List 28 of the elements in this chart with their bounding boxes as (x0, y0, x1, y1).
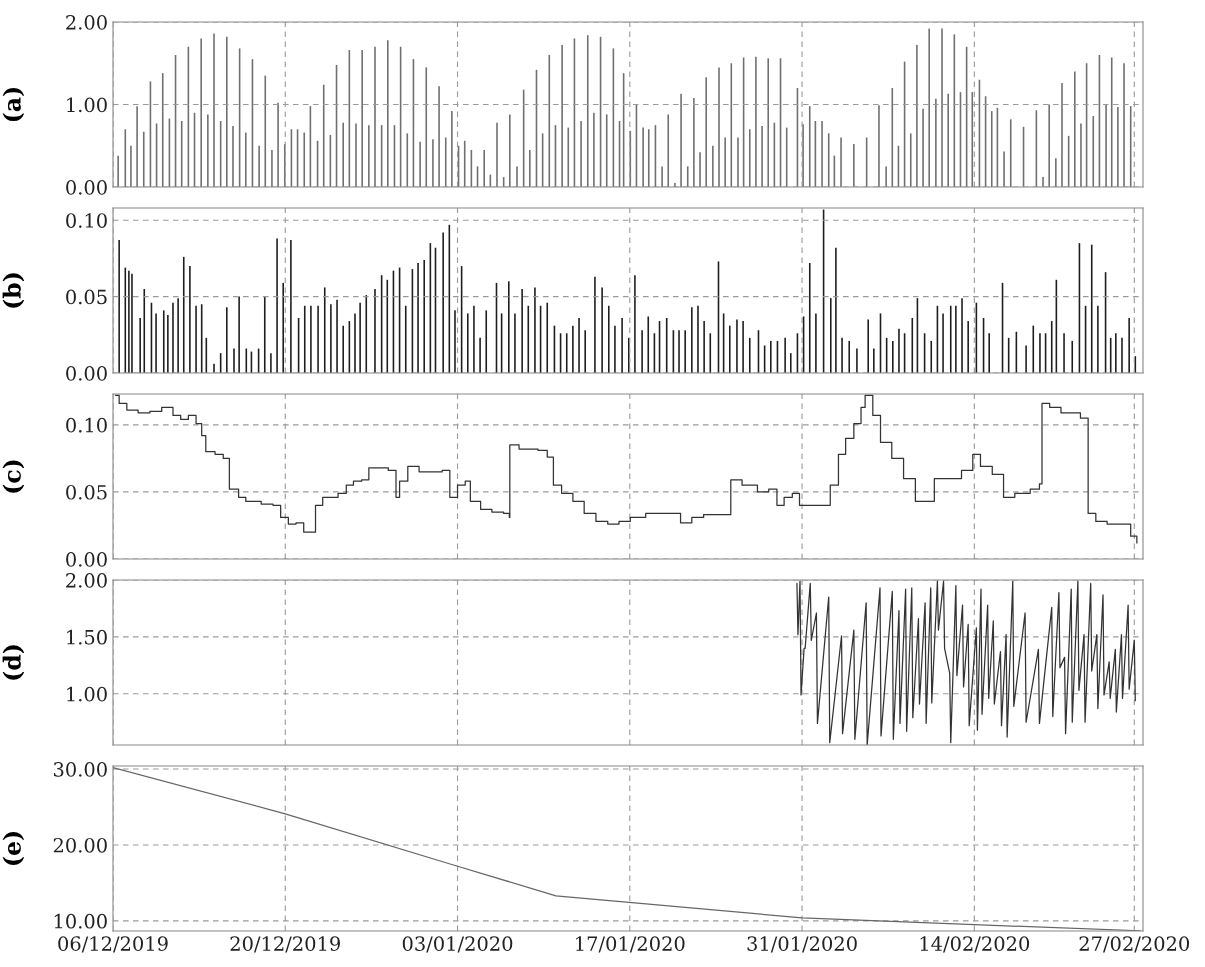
y-tick-label: 0.10 (66, 213, 107, 228)
x-tick-label: 17/01/2020 (576, 936, 685, 953)
x-tick-label: 20/12/2019 (230, 936, 340, 953)
y-tick-label: 1.00 (67, 686, 107, 702)
y-axis-title: (b) (2, 273, 25, 308)
y-tick-label: 0.10 (66, 417, 107, 433)
y-tick-label: 30.00 (53, 761, 107, 777)
y-tick-label: 10.00 (54, 913, 107, 929)
x-tick-label: 14/02/2020 (920, 936, 1030, 953)
y-tick-label: 20.00 (53, 837, 107, 853)
y-axis-title: (d) (2, 645, 25, 680)
y-axis-title: (e) (2, 832, 25, 865)
x-tick-label: 03/01/2020 (402, 936, 513, 953)
y-tick-label: 0.00 (66, 551, 107, 567)
y-axis-title: (c) (2, 460, 25, 493)
y-tick-label: 1.50 (67, 629, 107, 645)
y-tick-label: 0.05 (66, 484, 107, 500)
y-tick-label: 1.00 (67, 97, 107, 113)
y-axis-title: (a) (2, 87, 25, 122)
y-tick-label: 0.00 (66, 365, 107, 381)
y-tick-label: 0.05 (66, 289, 107, 305)
x-tick-label: 27/02/2020 (1079, 936, 1190, 953)
y-tick-label: 2.00 (66, 14, 107, 30)
line-series (796, 580, 1136, 745)
x-tick-label: 31/01/2020 (747, 936, 857, 953)
y-tick-label: 2.00 (66, 572, 107, 588)
y-tick-label: 0.00 (66, 179, 107, 195)
x-tick-label: 06/12/2019 (58, 936, 168, 953)
